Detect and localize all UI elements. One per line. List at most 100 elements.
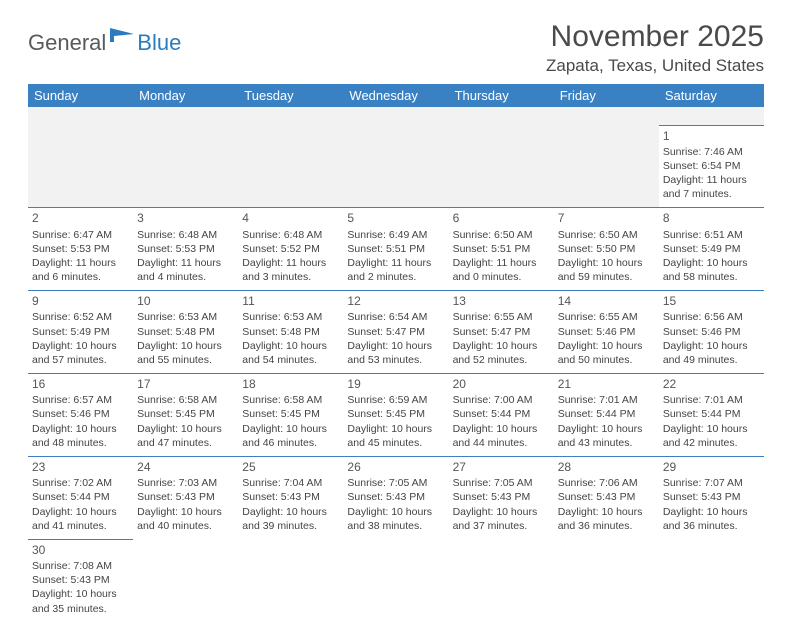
daylight-line: Daylight: 10 hours and 43 minutes.: [558, 422, 655, 450]
day-number: 17: [137, 376, 234, 392]
sunset-line: Sunset: 5:47 PM: [347, 325, 444, 339]
daylight-line: Daylight: 10 hours and 50 minutes.: [558, 339, 655, 367]
calendar-day-cell: 10Sunrise: 6:53 AMSunset: 5:48 PMDayligh…: [133, 291, 238, 374]
sunrise-line: Sunrise: 6:47 AM: [32, 228, 129, 242]
title-block: November 2025 Zapata, Texas, United Stat…: [546, 20, 764, 76]
calendar-week-row: 2Sunrise: 6:47 AMSunset: 5:53 PMDaylight…: [28, 208, 764, 291]
sunset-line: Sunset: 5:49 PM: [32, 325, 129, 339]
calendar-day-cell: 18Sunrise: 6:58 AMSunset: 5:45 PMDayligh…: [238, 374, 343, 457]
weekday-header: Saturday: [659, 84, 764, 107]
weekday-header: Thursday: [449, 84, 554, 107]
sunset-line: Sunset: 5:48 PM: [242, 325, 339, 339]
day-number: 22: [663, 376, 760, 392]
sunrise-line: Sunrise: 6:59 AM: [347, 393, 444, 407]
day-number: 1: [663, 128, 760, 144]
sunset-line: Sunset: 5:46 PM: [663, 325, 760, 339]
calendar-week-row: 23Sunrise: 7:02 AMSunset: 5:44 PMDayligh…: [28, 457, 764, 540]
daylight-line: Daylight: 10 hours and 36 minutes.: [558, 505, 655, 533]
calendar-day-cell: 29Sunrise: 7:07 AMSunset: 5:43 PMDayligh…: [659, 457, 764, 540]
sunrise-line: Sunrise: 6:54 AM: [347, 310, 444, 324]
sunrise-line: Sunrise: 6:50 AM: [453, 228, 550, 242]
weekday-header: Friday: [554, 84, 659, 107]
day-number: 2: [32, 210, 129, 226]
day-number: 30: [32, 542, 129, 558]
sunrise-line: Sunrise: 7:03 AM: [137, 476, 234, 490]
day-number: 25: [242, 459, 339, 475]
day-number: 4: [242, 210, 339, 226]
sunset-line: Sunset: 5:53 PM: [137, 242, 234, 256]
sunrise-line: Sunrise: 6:48 AM: [242, 228, 339, 242]
sunrise-line: Sunrise: 7:04 AM: [242, 476, 339, 490]
day-number: 11: [242, 293, 339, 309]
calendar-day-cell: [343, 125, 448, 208]
daylight-line: Daylight: 10 hours and 48 minutes.: [32, 422, 129, 450]
calendar-day-cell: [28, 125, 133, 208]
calendar-day-cell: 13Sunrise: 6:55 AMSunset: 5:47 PMDayligh…: [449, 291, 554, 374]
day-number: 3: [137, 210, 234, 226]
sunrise-line: Sunrise: 6:58 AM: [137, 393, 234, 407]
day-number: 12: [347, 293, 444, 309]
daylight-line: Daylight: 10 hours and 59 minutes.: [558, 256, 655, 284]
calendar-day-cell: 17Sunrise: 6:58 AMSunset: 5:45 PMDayligh…: [133, 374, 238, 457]
sunrise-line: Sunrise: 7:08 AM: [32, 559, 129, 573]
daylight-line: Daylight: 10 hours and 52 minutes.: [453, 339, 550, 367]
weekday-header: Sunday: [28, 84, 133, 107]
sunset-line: Sunset: 5:47 PM: [453, 325, 550, 339]
sunset-line: Sunset: 5:44 PM: [663, 407, 760, 421]
logo-text-blue: Blue: [137, 30, 181, 56]
sunrise-line: Sunrise: 7:06 AM: [558, 476, 655, 490]
daylight-line: Daylight: 11 hours and 6 minutes.: [32, 256, 129, 284]
daylight-line: Daylight: 10 hours and 49 minutes.: [663, 339, 760, 367]
sunset-line: Sunset: 5:43 PM: [663, 490, 760, 504]
sunrise-line: Sunrise: 7:46 AM: [663, 145, 760, 159]
daylight-line: Daylight: 10 hours and 45 minutes.: [347, 422, 444, 450]
daylight-line: Daylight: 10 hours and 47 minutes.: [137, 422, 234, 450]
day-number: 7: [558, 210, 655, 226]
day-number: 23: [32, 459, 129, 475]
sunrise-line: Sunrise: 7:00 AM: [453, 393, 550, 407]
daylight-line: Daylight: 10 hours and 38 minutes.: [347, 505, 444, 533]
calendar-day-cell: [554, 125, 659, 208]
daylight-line: Daylight: 11 hours and 4 minutes.: [137, 256, 234, 284]
daylight-line: Daylight: 10 hours and 37 minutes.: [453, 505, 550, 533]
calendar-table: SundayMondayTuesdayWednesdayThursdayFrid…: [28, 84, 764, 622]
daylight-line: Daylight: 10 hours and 36 minutes.: [663, 505, 760, 533]
calendar-day-cell: [449, 125, 554, 208]
sunset-line: Sunset: 5:51 PM: [453, 242, 550, 256]
calendar-day-cell: [133, 125, 238, 208]
calendar-day-cell: 6Sunrise: 6:50 AMSunset: 5:51 PMDaylight…: [449, 208, 554, 291]
sunset-line: Sunset: 5:50 PM: [558, 242, 655, 256]
sunrise-line: Sunrise: 6:52 AM: [32, 310, 129, 324]
sunrise-line: Sunrise: 7:05 AM: [347, 476, 444, 490]
location-subtitle: Zapata, Texas, United States: [546, 56, 764, 76]
day-number: 24: [137, 459, 234, 475]
leading-blank-row: [28, 107, 764, 125]
calendar-week-row: 9Sunrise: 6:52 AMSunset: 5:49 PMDaylight…: [28, 291, 764, 374]
day-number: 29: [663, 459, 760, 475]
calendar-day-cell: 5Sunrise: 6:49 AMSunset: 5:51 PMDaylight…: [343, 208, 448, 291]
day-number: 5: [347, 210, 444, 226]
sunrise-line: Sunrise: 6:55 AM: [453, 310, 550, 324]
month-title: November 2025: [546, 20, 764, 54]
calendar-header-row: SundayMondayTuesdayWednesdayThursdayFrid…: [28, 84, 764, 107]
sunrise-line: Sunrise: 6:50 AM: [558, 228, 655, 242]
day-number: 27: [453, 459, 550, 475]
sunrise-line: Sunrise: 6:49 AM: [347, 228, 444, 242]
daylight-line: Daylight: 10 hours and 57 minutes.: [32, 339, 129, 367]
calendar-day-cell: 22Sunrise: 7:01 AMSunset: 5:44 PMDayligh…: [659, 374, 764, 457]
daylight-line: Daylight: 10 hours and 44 minutes.: [453, 422, 550, 450]
calendar-week-row: 1Sunrise: 7:46 AMSunset: 6:54 PMDaylight…: [28, 125, 764, 208]
sunrise-line: Sunrise: 7:02 AM: [32, 476, 129, 490]
sunrise-line: Sunrise: 7:01 AM: [558, 393, 655, 407]
sunrise-line: Sunrise: 7:07 AM: [663, 476, 760, 490]
day-number: 10: [137, 293, 234, 309]
daylight-line: Daylight: 10 hours and 42 minutes.: [663, 422, 760, 450]
weekday-header: Tuesday: [238, 84, 343, 107]
daylight-line: Daylight: 10 hours and 46 minutes.: [242, 422, 339, 450]
sunset-line: Sunset: 5:45 PM: [242, 407, 339, 421]
daylight-line: Daylight: 11 hours and 3 minutes.: [242, 256, 339, 284]
calendar-day-cell: 30Sunrise: 7:08 AMSunset: 5:43 PMDayligh…: [28, 539, 133, 621]
sunset-line: Sunset: 5:43 PM: [453, 490, 550, 504]
daylight-line: Daylight: 10 hours and 55 minutes.: [137, 339, 234, 367]
daylight-line: Daylight: 11 hours and 2 minutes.: [347, 256, 444, 284]
